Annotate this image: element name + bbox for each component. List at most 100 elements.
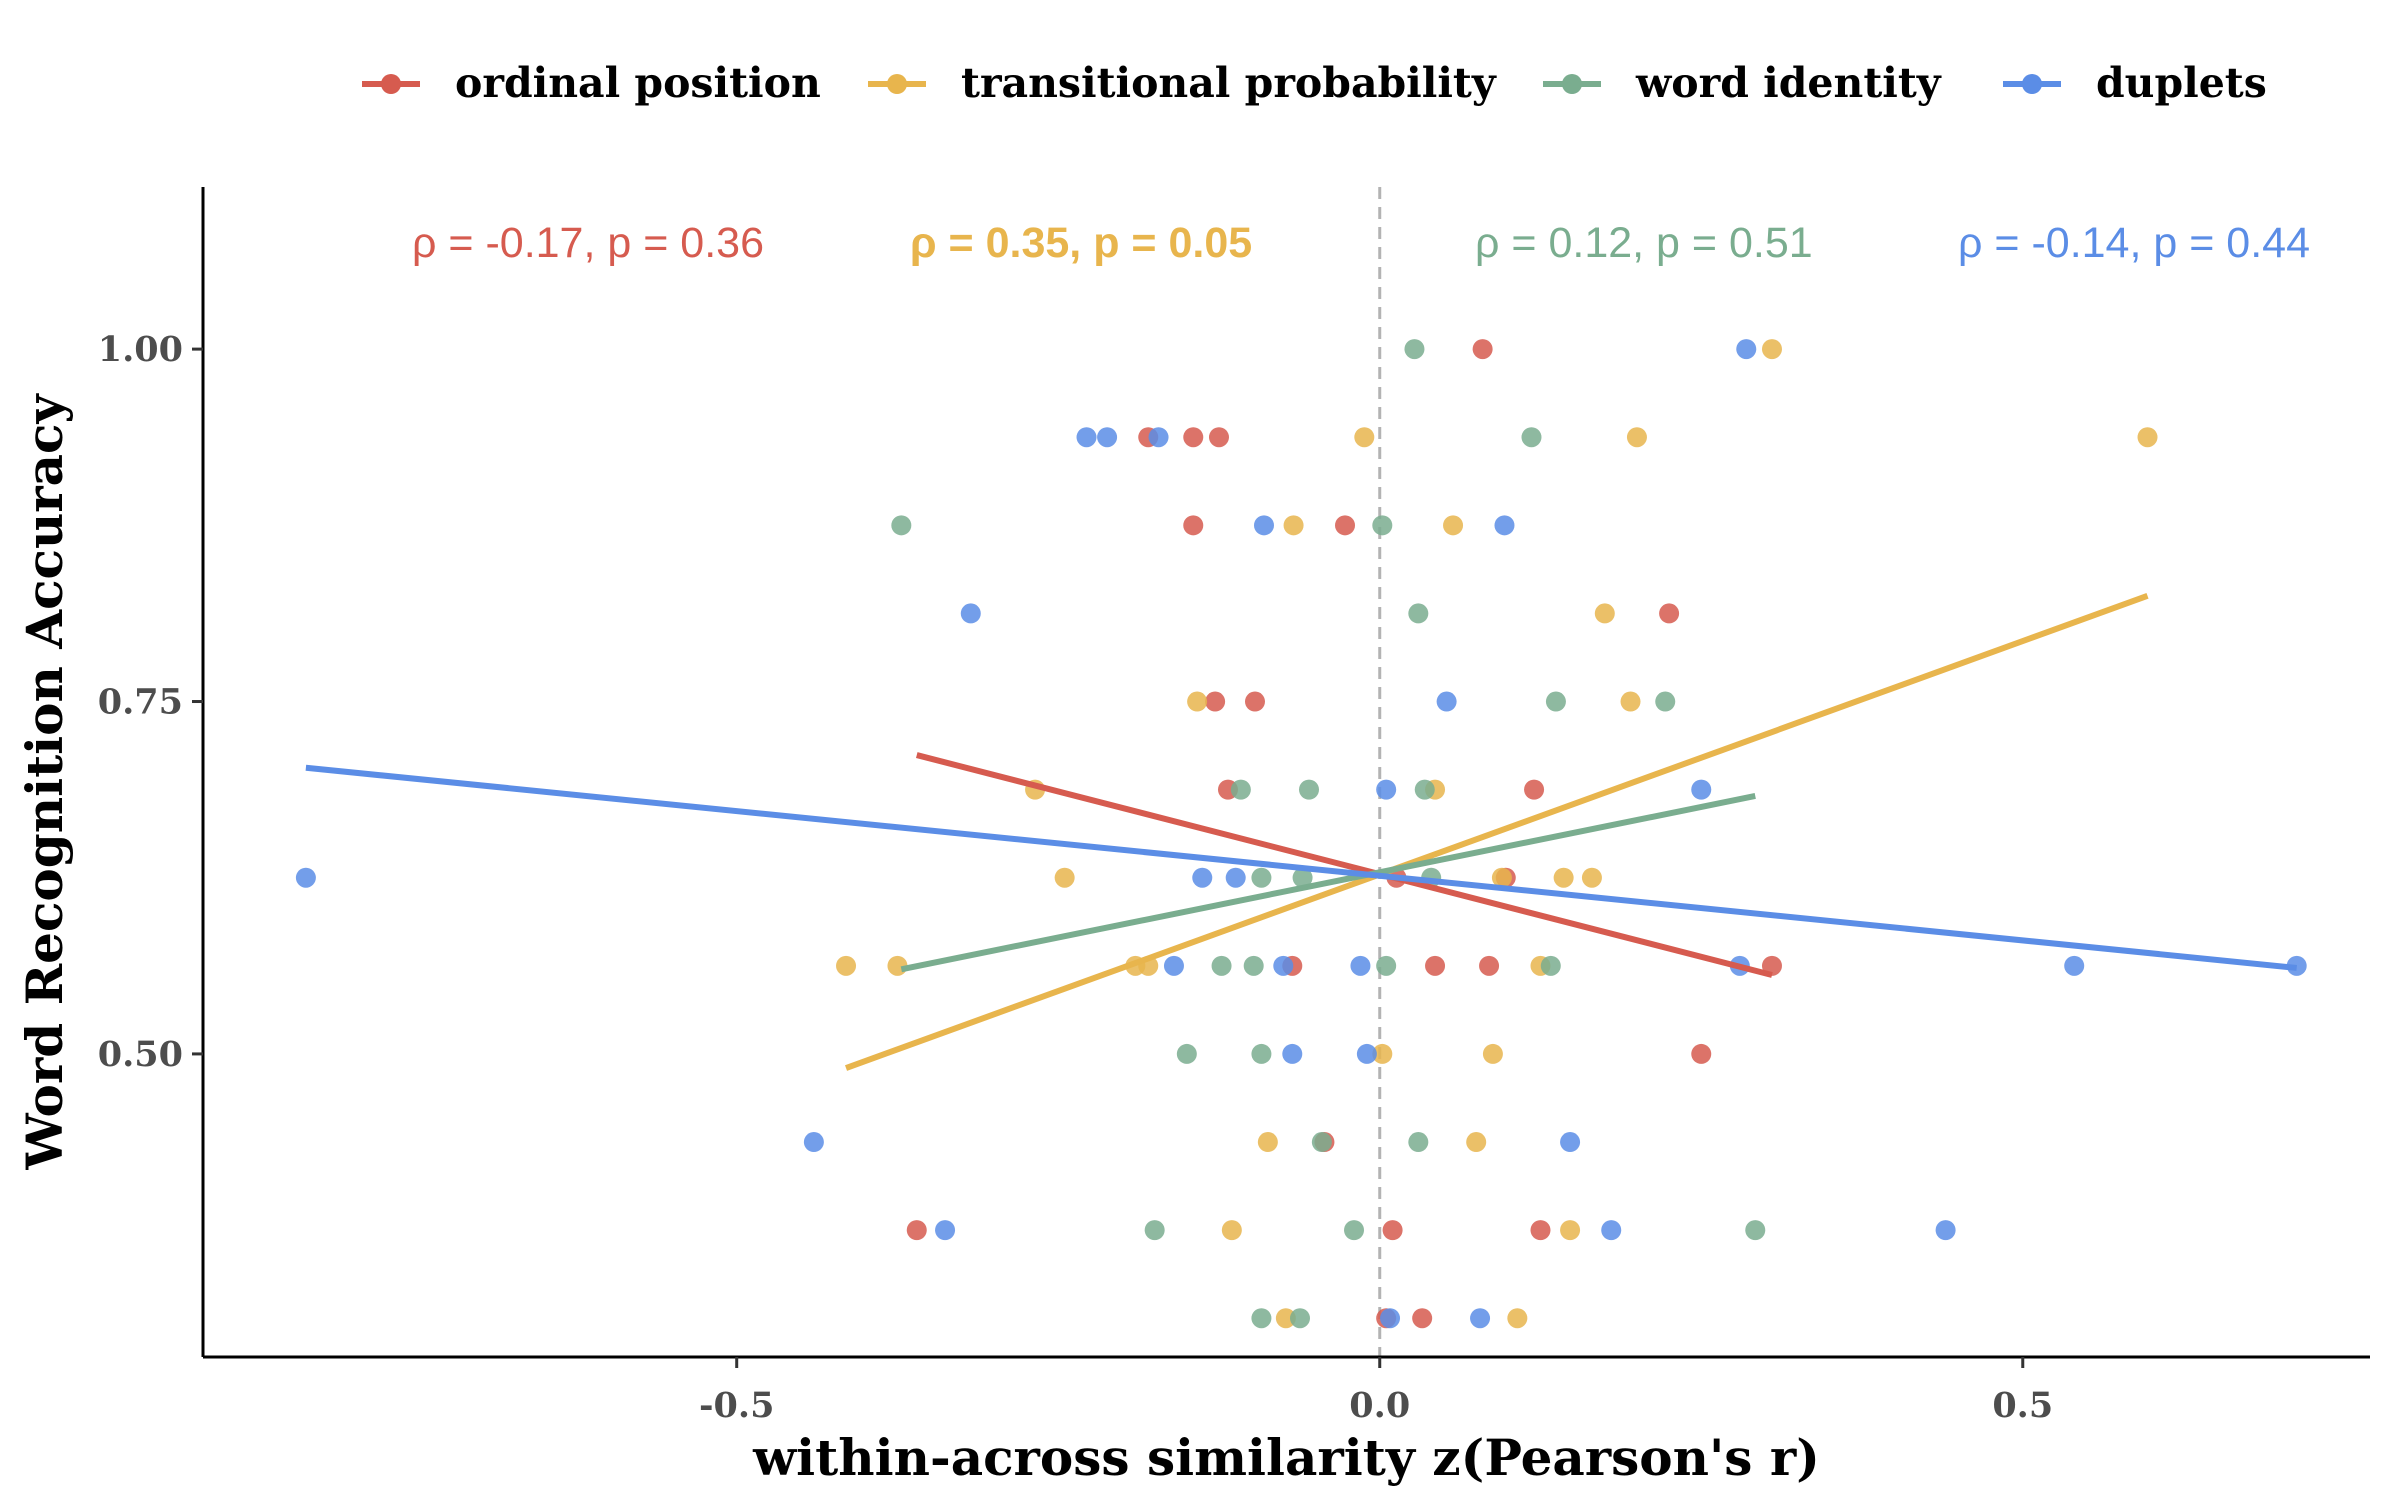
- transitional-probability-point: [1507, 1308, 1528, 1329]
- transitional-probability-point: [1482, 1043, 1503, 1064]
- duplets-point: [1273, 955, 1294, 976]
- transitional-probability-point: [1581, 867, 1602, 888]
- duplets-point: [1225, 867, 1246, 888]
- duplets-point: [1560, 1132, 1581, 1153]
- legend-item-transitional-probability: transitional probability: [868, 59, 1497, 107]
- duplets-point: [1282, 1043, 1303, 1064]
- transitional-probability-point: [1257, 1132, 1278, 1153]
- duplets-point: [1470, 1308, 1491, 1329]
- y-tick-label: 0.50: [98, 1034, 183, 1075]
- transitional-probability-point: [1466, 1132, 1487, 1153]
- word-identity-point: [1655, 691, 1676, 712]
- duplets-point: [1148, 427, 1169, 448]
- ordinal-position-fit-line: [916, 752, 1773, 978]
- word-identity-fit-line: [900, 793, 1756, 973]
- word-identity-point: [1251, 867, 1272, 888]
- duplets-point: [1736, 339, 1757, 360]
- correlation-annotations: ρ = -0.17, p = 0.36 ρ = 0.35, p = 0.05 ρ =…: [412, 219, 2310, 267]
- transitional-probability-point: [1553, 867, 1574, 888]
- transitional-probability-point: [836, 955, 857, 976]
- legend-key-dot: [381, 74, 401, 94]
- ordinal-position-point: [1335, 515, 1356, 536]
- legend-label: ordinal position: [455, 59, 821, 107]
- word-identity-point: [1243, 955, 1264, 976]
- word-identity-point: [1292, 867, 1313, 888]
- x-tick-label: 0.5: [1992, 1385, 2053, 1426]
- word-identity-point: [1521, 427, 1542, 448]
- word-identity-annotation: ρ = 0.12, p = 0.51: [1475, 219, 1813, 267]
- word-identity-point: [1176, 1043, 1197, 1064]
- word-identity-point: [1540, 955, 1561, 976]
- duplets-point: [1076, 427, 1097, 448]
- duplets-point: [1380, 1308, 1401, 1329]
- ordinal-position-point: [1412, 1308, 1433, 1329]
- y-axis-title: Word Recognition Accuracy: [15, 393, 74, 1171]
- duplets-point: [1935, 1220, 1956, 1241]
- duplets-point: [1350, 955, 1371, 976]
- transitional-probability-point: [1275, 1308, 1296, 1329]
- ordinal-position-point: [906, 1220, 927, 1241]
- word-identity-point: [1251, 1043, 1272, 1064]
- transitional-probability-annotation: ρ = 0.35, p = 0.05: [910, 219, 1252, 267]
- regression-lines: [305, 592, 2297, 1071]
- word-identity-point: [1376, 955, 1397, 976]
- word-identity-point: [1414, 779, 1435, 800]
- legend: ordinal position transitional probability…: [362, 59, 2267, 107]
- x-tick-label: -0.5: [699, 1385, 774, 1426]
- x-axis-title: within-across similarity z(Pearson's r): [752, 1428, 1820, 1487]
- y-tick-label: 1.00: [98, 329, 183, 370]
- duplets-fit-line: [305, 764, 2297, 971]
- transitional-probability-point: [1354, 427, 1375, 448]
- ordinal-position-point: [1524, 779, 1545, 800]
- transitional-probability-point: [1054, 867, 1075, 888]
- transitional-probability-point: [2137, 427, 2158, 448]
- ordinal-position-point: [1244, 691, 1265, 712]
- duplets-point: [960, 603, 981, 624]
- duplets-point: [1436, 691, 1457, 712]
- legend-label: duplets: [2096, 59, 2267, 107]
- ordinal-position-point: [1425, 955, 1446, 976]
- ordinal-position-point: [1205, 691, 1226, 712]
- legend-key-dot: [1562, 74, 1582, 94]
- duplets-point: [1601, 1220, 1622, 1241]
- data-points: [295, 339, 2307, 1329]
- word-identity-point: [1408, 603, 1429, 624]
- word-identity-point: [1230, 779, 1251, 800]
- legend-label: word identity: [1635, 59, 1942, 107]
- transitional-probability-point: [1283, 515, 1304, 536]
- ordinal-position-point: [1530, 1220, 1551, 1241]
- legend-item-ordinal-position: ordinal position: [362, 59, 821, 107]
- duplets-point: [1192, 867, 1213, 888]
- legend-key-dot: [2022, 74, 2042, 94]
- word-identity-point: [1290, 1308, 1311, 1329]
- word-identity-point: [1408, 1132, 1429, 1153]
- ordinal-position-point: [1691, 1043, 1712, 1064]
- transitional-probability-point: [1221, 1220, 1242, 1241]
- transitional-probability-point: [1620, 691, 1641, 712]
- ordinal-position-annotation: ρ = -0.17, p = 0.36: [412, 219, 764, 267]
- transitional-probability-point: [1187, 691, 1208, 712]
- x-tick-label: 0.0: [1349, 1385, 1410, 1426]
- y-axis-ticks: 0.50 0.75 1.00: [98, 329, 203, 1075]
- duplets-point: [1376, 779, 1397, 800]
- duplets-point: [803, 1132, 824, 1153]
- duplets-point: [1163, 955, 1184, 976]
- word-identity-point: [1211, 955, 1232, 976]
- word-identity-point: [1311, 1132, 1332, 1153]
- transitional-probability-point: [1626, 427, 1647, 448]
- ordinal-position-point: [1659, 603, 1680, 624]
- word-identity-point: [1745, 1220, 1766, 1241]
- ordinal-position-point: [1208, 427, 1229, 448]
- duplets-point: [295, 867, 316, 888]
- duplets-point: [1097, 427, 1118, 448]
- legend-item-duplets: duplets: [2003, 59, 2267, 107]
- ordinal-position-point: [1479, 955, 1500, 976]
- y-tick-label: 0.75: [98, 682, 183, 723]
- transitional-probability-fit-line: [845, 592, 2149, 1071]
- word-identity-point: [1344, 1220, 1365, 1241]
- duplets-point: [1356, 1043, 1377, 1064]
- ordinal-position-point: [1382, 1220, 1403, 1241]
- transitional-probability-point: [1761, 339, 1782, 360]
- duplets-point: [1691, 779, 1712, 800]
